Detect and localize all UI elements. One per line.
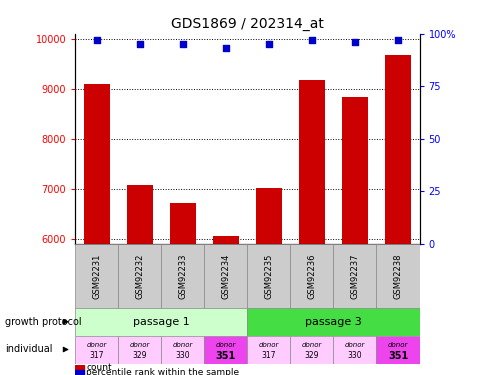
- Bar: [376, 336, 419, 364]
- Bar: [126, 185, 152, 375]
- Bar: [247, 308, 419, 336]
- Text: donor: donor: [258, 342, 278, 348]
- Text: GSM92238: GSM92238: [393, 254, 402, 299]
- Bar: [169, 203, 195, 375]
- Bar: [212, 236, 238, 375]
- Point: [179, 41, 186, 47]
- Text: donor: donor: [215, 342, 236, 348]
- Text: GSM92237: GSM92237: [350, 254, 359, 299]
- Bar: [75, 244, 118, 309]
- Bar: [75, 370, 84, 375]
- Text: donor: donor: [344, 342, 364, 348]
- Bar: [290, 336, 333, 364]
- Text: 317: 317: [89, 351, 104, 360]
- Bar: [204, 336, 247, 364]
- Bar: [298, 80, 324, 375]
- Text: 317: 317: [261, 351, 275, 360]
- Point: [92, 37, 100, 43]
- Point: [264, 41, 272, 47]
- Bar: [118, 336, 161, 364]
- Text: donor: donor: [387, 342, 408, 348]
- Text: 351: 351: [387, 351, 408, 361]
- Text: donor: donor: [86, 342, 106, 348]
- Bar: [333, 244, 376, 309]
- Bar: [247, 336, 290, 364]
- Text: GSM92233: GSM92233: [178, 254, 187, 299]
- Bar: [118, 244, 161, 309]
- Text: GSM92234: GSM92234: [221, 254, 230, 299]
- Text: donor: donor: [172, 342, 193, 348]
- Point: [307, 37, 315, 43]
- Bar: [75, 336, 118, 364]
- Text: individual: individual: [5, 345, 52, 354]
- Text: 329: 329: [132, 351, 147, 360]
- Bar: [204, 244, 247, 309]
- Bar: [75, 365, 84, 370]
- Text: 330: 330: [347, 351, 362, 360]
- Text: GSM92235: GSM92235: [264, 254, 273, 299]
- Text: donor: donor: [129, 342, 150, 348]
- Point: [350, 39, 358, 45]
- Bar: [161, 336, 204, 364]
- Bar: [341, 97, 367, 375]
- Text: 330: 330: [175, 351, 190, 360]
- Point: [222, 45, 229, 51]
- Bar: [247, 244, 290, 309]
- Bar: [290, 244, 333, 309]
- Bar: [376, 244, 419, 309]
- Text: count: count: [86, 363, 112, 372]
- Title: GDS1869 / 202314_at: GDS1869 / 202314_at: [170, 17, 323, 32]
- Text: 329: 329: [304, 351, 318, 360]
- Text: donor: donor: [301, 342, 321, 348]
- Bar: [384, 55, 410, 375]
- Bar: [84, 84, 109, 375]
- Text: GSM92231: GSM92231: [92, 254, 101, 299]
- Bar: [333, 336, 376, 364]
- Text: passage 3: passage 3: [304, 316, 361, 327]
- Text: GSM92236: GSM92236: [307, 254, 316, 299]
- Text: GSM92232: GSM92232: [135, 254, 144, 299]
- Bar: [75, 308, 247, 336]
- Bar: [161, 244, 204, 309]
- Text: growth protocol: growth protocol: [5, 317, 81, 327]
- Text: passage 1: passage 1: [133, 316, 189, 327]
- Point: [393, 37, 401, 43]
- Text: 351: 351: [215, 351, 236, 361]
- Bar: [256, 188, 281, 375]
- Point: [136, 41, 143, 47]
- Text: percentile rank within the sample: percentile rank within the sample: [86, 368, 239, 375]
